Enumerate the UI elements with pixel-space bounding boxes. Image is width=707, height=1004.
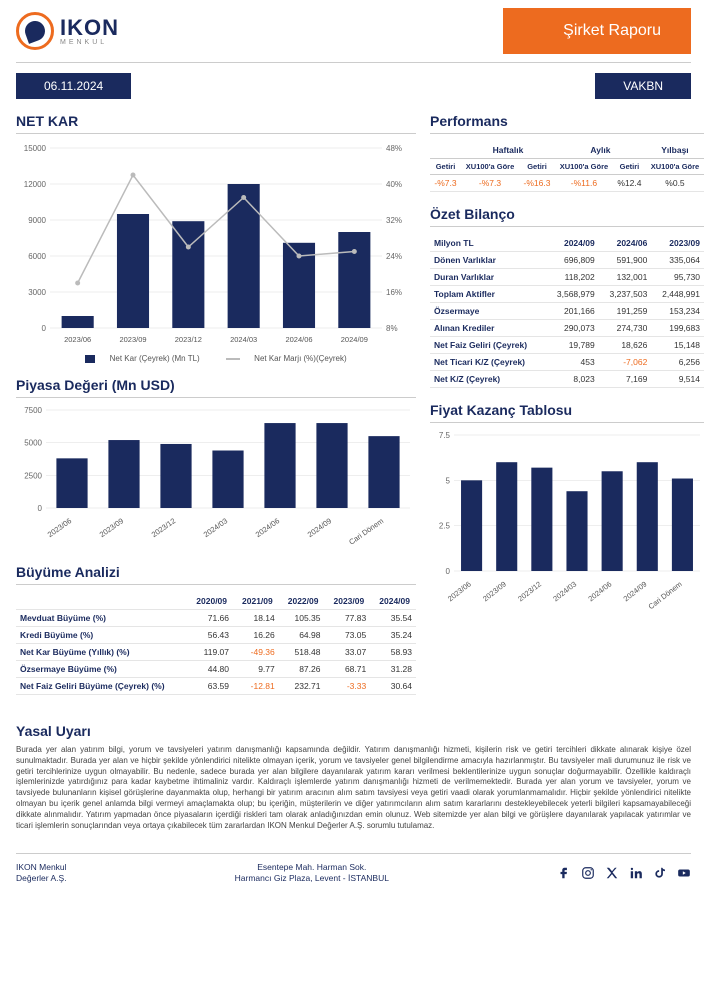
fiyat-title: Fiyat Kazanç Tablosu bbox=[430, 402, 704, 423]
header: IKON MENKUL Şirket Raporu bbox=[0, 0, 707, 54]
logo-text-sub: MENKUL bbox=[60, 39, 119, 46]
svg-text:6000: 6000 bbox=[28, 252, 46, 261]
buyume-title: Büyüme Analizi bbox=[16, 564, 416, 585]
svg-text:24%: 24% bbox=[386, 252, 402, 261]
svg-text:2024/03: 2024/03 bbox=[202, 516, 229, 539]
ticker-pill: VAKBN bbox=[595, 73, 691, 99]
svg-text:2024/03: 2024/03 bbox=[230, 335, 257, 344]
svg-text:0: 0 bbox=[38, 504, 43, 513]
svg-text:7500: 7500 bbox=[24, 406, 42, 415]
svg-text:7.5: 7.5 bbox=[439, 431, 451, 440]
svg-text:2023/09: 2023/09 bbox=[119, 335, 146, 344]
svg-text:12000: 12000 bbox=[24, 180, 47, 189]
svg-text:Cari Dönem: Cari Dönem bbox=[347, 516, 385, 546]
svg-text:32%: 32% bbox=[386, 216, 402, 225]
svg-text:5000: 5000 bbox=[24, 439, 42, 448]
svg-text:48%: 48% bbox=[386, 144, 402, 153]
svg-text:8%: 8% bbox=[386, 324, 398, 333]
svg-text:2500: 2500 bbox=[24, 471, 42, 480]
x-icon[interactable] bbox=[605, 866, 619, 880]
svg-text:3000: 3000 bbox=[28, 288, 46, 297]
footer-address-2: Harmancı Giz Plaza, Levent - İSTANBUL bbox=[235, 873, 389, 884]
svg-text:2.5: 2.5 bbox=[439, 522, 451, 531]
svg-text:5: 5 bbox=[446, 476, 451, 485]
svg-text:2024/06: 2024/06 bbox=[254, 516, 281, 539]
footer-company-2: Değerler A.Ş. bbox=[16, 873, 67, 884]
svg-text:2023/09: 2023/09 bbox=[98, 516, 125, 539]
svg-text:9000: 9000 bbox=[28, 216, 46, 225]
svg-text:2023/06: 2023/06 bbox=[46, 516, 73, 539]
svg-text:2024/06: 2024/06 bbox=[285, 335, 312, 344]
footer-company-1: IKON Menkul bbox=[16, 862, 67, 873]
footer: IKON Menkul Değerler A.Ş. Esentepe Mah. … bbox=[16, 853, 691, 884]
instagram-icon[interactable] bbox=[581, 866, 595, 880]
social-icons bbox=[557, 866, 691, 880]
svg-text:2024/09: 2024/09 bbox=[341, 335, 368, 344]
svg-text:2024/09: 2024/09 bbox=[306, 516, 333, 539]
footer-address-1: Esentepe Mah. Harman Sok. bbox=[235, 862, 389, 873]
fiyat-chart: 0 2.5 5 7.5 2023/06 2023/09 2023/12 2024/03 2024… bbox=[430, 431, 704, 611]
youtube-icon[interactable] bbox=[677, 866, 691, 880]
piyasa-chart: 0 2500 5000 7500 2023/06 2023/09 2023/12 2024/0… bbox=[16, 406, 416, 546]
svg-text:40%: 40% bbox=[386, 180, 402, 189]
logo: IKON MENKUL bbox=[16, 12, 119, 50]
svg-text:2023/12: 2023/12 bbox=[150, 516, 177, 539]
netkar-title: NET KAR bbox=[16, 113, 416, 134]
info-row: 06.11.2024 VAKBN bbox=[0, 73, 707, 99]
ozet-table: Milyon TL2024/092024/062023/09 Dönen Var… bbox=[430, 235, 704, 388]
netkar-legend-bar: Net Kar (Çeyrek) (Mn TL) bbox=[110, 354, 200, 363]
svg-text:16%: 16% bbox=[386, 288, 402, 297]
legal-section: Yasal Uyarı Burada yer alan yatırım bilg… bbox=[0, 695, 707, 841]
netkar-chart: 0 3000 6000 9000 12000 15000 8% 16% 24% 32% 40% 48%… bbox=[16, 142, 416, 363]
svg-text:2024/09: 2024/09 bbox=[622, 579, 649, 603]
svg-text:2023/06: 2023/06 bbox=[64, 335, 91, 344]
logo-text-main: IKON bbox=[60, 17, 119, 39]
svg-text:15000: 15000 bbox=[24, 144, 47, 153]
svg-text:2023/09: 2023/09 bbox=[481, 579, 508, 603]
netkar-legend-line: Net Kar Marjı (%)(Çeyrek) bbox=[254, 354, 346, 363]
performans-title: Performans bbox=[430, 113, 704, 134]
performans-table: HaftalıkAylıkYılbaşı GetiriXU100'a GöreG… bbox=[430, 142, 704, 192]
svg-text:2024/06: 2024/06 bbox=[586, 579, 613, 603]
facebook-icon[interactable] bbox=[557, 866, 571, 880]
tiktok-icon[interactable] bbox=[653, 866, 667, 880]
svg-text:2023/06: 2023/06 bbox=[446, 579, 473, 603]
svg-text:Cari Dönem: Cari Dönem bbox=[647, 579, 684, 611]
svg-text:2023/12: 2023/12 bbox=[516, 579, 543, 603]
svg-text:2023/12: 2023/12 bbox=[175, 335, 202, 344]
svg-text:0: 0 bbox=[446, 567, 451, 576]
piyasa-title: Piyasa Değeri (Mn USD) bbox=[16, 377, 416, 398]
legal-text: Burada yer alan yatırım bilgi, yorum ve … bbox=[16, 745, 691, 831]
logo-circle-icon bbox=[16, 12, 54, 50]
date-pill: 06.11.2024 bbox=[16, 73, 131, 99]
report-banner: Şirket Raporu bbox=[503, 8, 691, 54]
svg-text:2024/03: 2024/03 bbox=[551, 579, 578, 603]
legal-title: Yasal Uyarı bbox=[16, 723, 691, 739]
linkedin-icon[interactable] bbox=[629, 866, 643, 880]
svg-text:0: 0 bbox=[42, 324, 47, 333]
ozet-title: Özet Bilanço bbox=[430, 206, 704, 227]
buyume-table: 2020/092021/092022/092023/092024/09 Mevd… bbox=[16, 593, 416, 695]
